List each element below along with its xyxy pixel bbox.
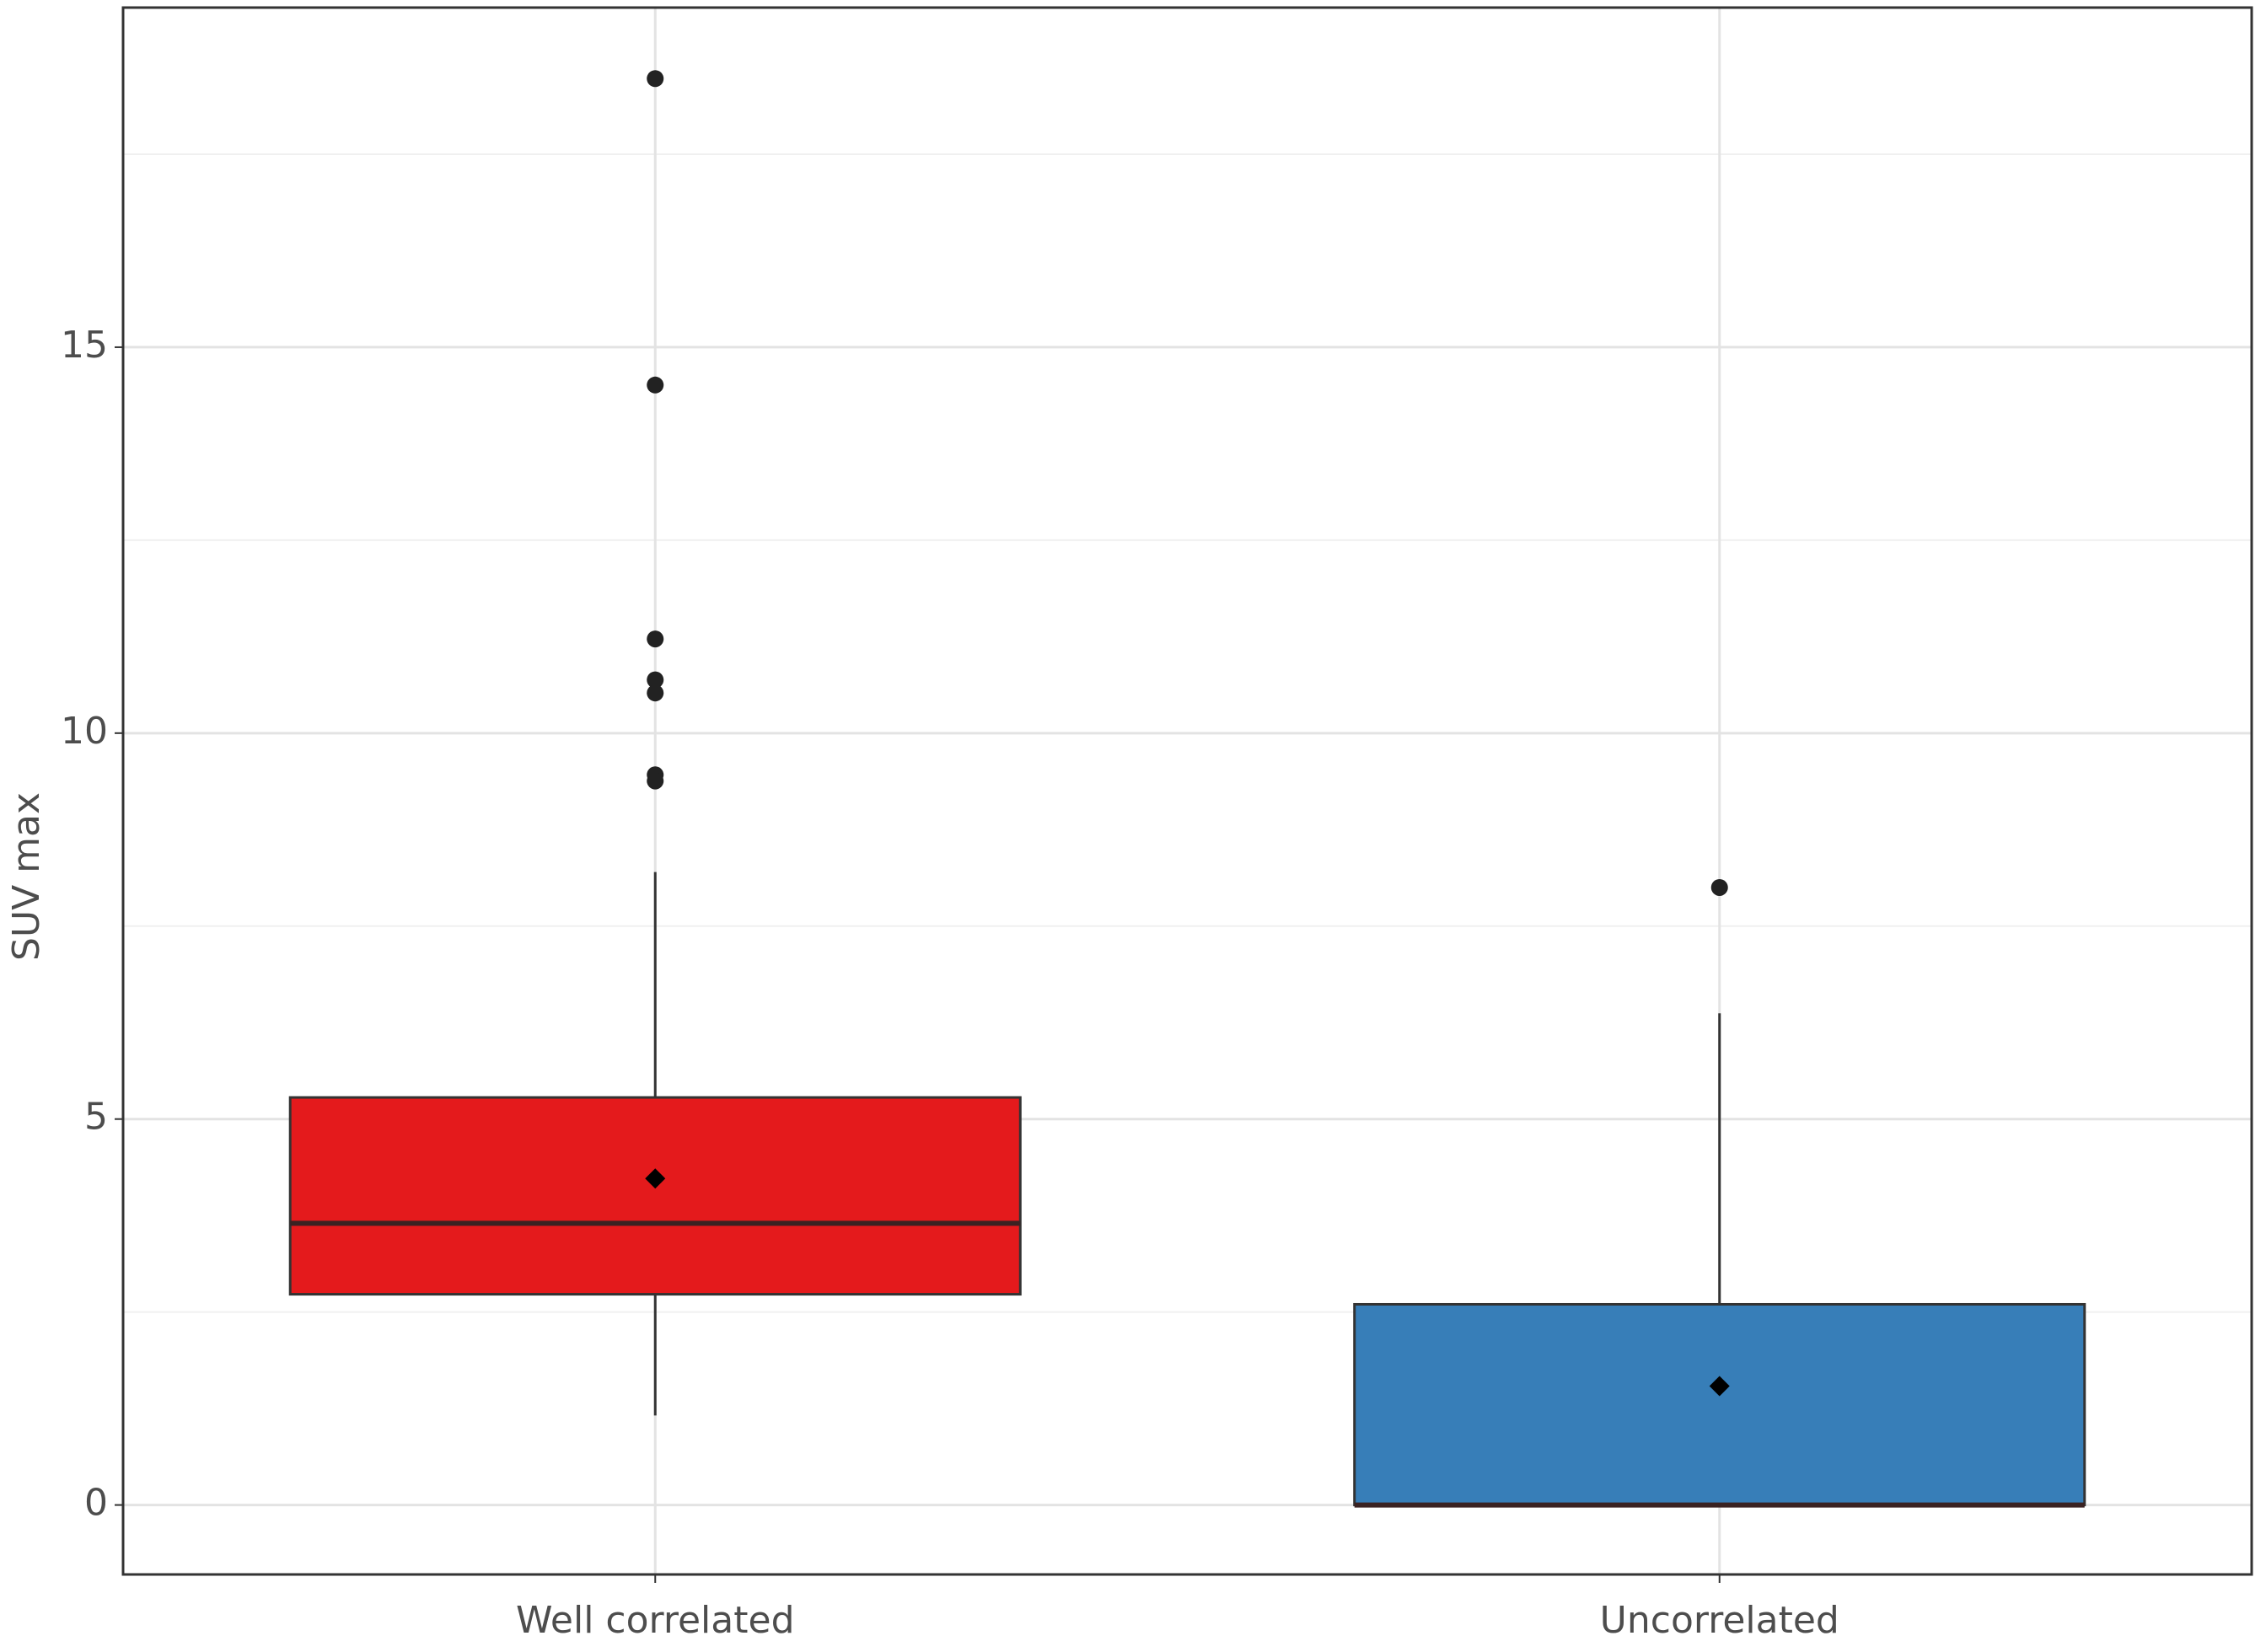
outlier [647, 684, 664, 702]
outlier [647, 671, 664, 689]
y-tick-label: 0 [84, 1482, 108, 1525]
x-tick-label: Uncorrelated [1600, 1599, 1839, 1642]
outlier [647, 376, 664, 394]
y-tick-label: 10 [61, 710, 108, 753]
x-tick-label: Well correlated [516, 1599, 795, 1642]
y-tick-label: 15 [61, 324, 108, 367]
outlier [647, 70, 664, 88]
box [288, 1096, 1022, 1296]
outlier [1710, 878, 1728, 896]
y-tick-label: 5 [84, 1096, 108, 1139]
outlier [647, 630, 664, 648]
y-axis-label: SUV max [5, 792, 48, 961]
mean-marker [1709, 1376, 1730, 1397]
box [1353, 1302, 2086, 1507]
mean-marker [645, 1168, 666, 1189]
outlier [647, 772, 664, 790]
plot-border [121, 6, 2253, 1576]
